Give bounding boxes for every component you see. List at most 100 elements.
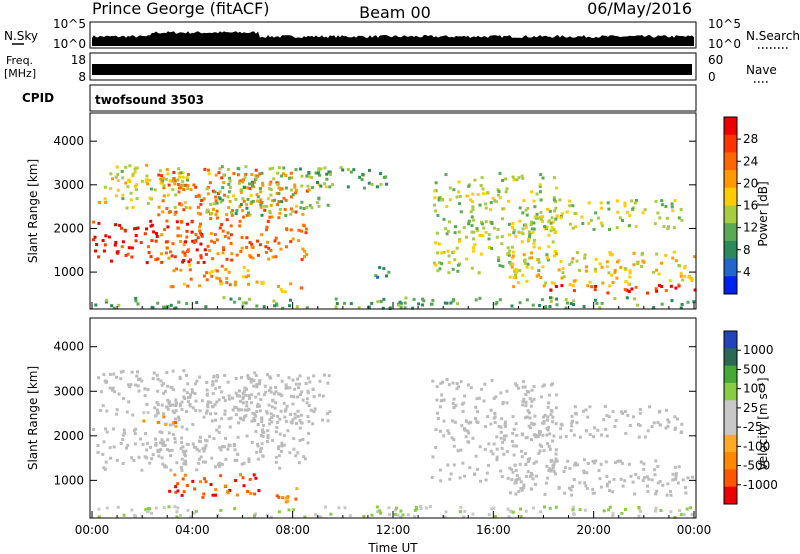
scatter-cell bbox=[387, 270, 391, 274]
scatter-cell bbox=[605, 475, 609, 478]
scatter-cell bbox=[214, 412, 218, 416]
scatter-cell bbox=[530, 473, 534, 477]
scatter-cell bbox=[539, 210, 543, 214]
scatter-cell bbox=[318, 379, 322, 383]
scatter-cell bbox=[514, 273, 517, 277]
scatter-cell bbox=[677, 284, 681, 288]
scatter-cell bbox=[104, 427, 108, 431]
scatter-cell bbox=[507, 199, 511, 203]
scatter-cell bbox=[582, 471, 586, 475]
scatter-cell bbox=[487, 233, 491, 237]
scatter-cell bbox=[180, 436, 184, 440]
scatter-cell bbox=[547, 425, 551, 429]
scatter-cell bbox=[315, 201, 319, 205]
scatter-cell bbox=[161, 178, 165, 182]
scatter-cell bbox=[280, 444, 284, 448]
scatter-cell bbox=[395, 506, 398, 510]
scatter-cell bbox=[335, 302, 339, 306]
scatter-cell bbox=[637, 435, 641, 439]
scatter-cell bbox=[510, 265, 514, 269]
colorbar-segment bbox=[724, 452, 737, 470]
scatter-cell bbox=[103, 467, 107, 471]
scatter-cell bbox=[484, 206, 488, 210]
scatter-cell bbox=[244, 414, 248, 418]
scatter-cell bbox=[157, 213, 161, 217]
scatter-cell bbox=[218, 226, 222, 230]
scatter-cell bbox=[260, 213, 264, 217]
scatter-cell bbox=[531, 230, 535, 234]
scatter-cell bbox=[346, 185, 350, 189]
scatter-cell bbox=[467, 383, 470, 387]
scatter-cell bbox=[326, 203, 330, 207]
scatter-cell bbox=[547, 245, 551, 249]
scatter-cell bbox=[233, 448, 237, 452]
scatter-cell bbox=[375, 185, 379, 189]
scatter-cell bbox=[113, 243, 117, 247]
velocity-colorbar-label: Velocity [m s⁻¹] bbox=[756, 377, 770, 470]
scatter-cell bbox=[670, 202, 674, 206]
scatter-cell bbox=[307, 404, 311, 407]
scatter-cell bbox=[592, 435, 595, 439]
scatter-cell bbox=[245, 275, 248, 279]
scatter-cell bbox=[605, 260, 609, 264]
scatter-cell bbox=[282, 443, 286, 447]
scatter-cell bbox=[127, 400, 131, 404]
cpid-program: twofsound 3503 bbox=[95, 93, 204, 107]
scatter-cell bbox=[538, 215, 542, 219]
scatter-cell bbox=[241, 209, 245, 213]
scatter-cell bbox=[459, 448, 463, 452]
colorbar-tick-label: 100 bbox=[743, 382, 766, 396]
scatter-cell bbox=[611, 514, 615, 518]
scatter-cell bbox=[219, 448, 223, 452]
scatter-cell bbox=[277, 392, 281, 396]
scatter-cell bbox=[154, 437, 157, 441]
scatter-cell bbox=[97, 255, 101, 259]
scatter-cell bbox=[124, 181, 128, 185]
scatter-cell bbox=[680, 218, 684, 222]
scatter-cell bbox=[442, 434, 446, 438]
scatter-cell bbox=[669, 493, 673, 497]
scatter-cell bbox=[486, 191, 490, 195]
scatter-cell bbox=[370, 183, 374, 186]
scatter-cell bbox=[93, 235, 97, 239]
scatter-cell bbox=[606, 291, 610, 295]
scatter-cell bbox=[549, 229, 553, 233]
scatter-cell bbox=[452, 438, 456, 442]
scatter-cell bbox=[152, 371, 156, 375]
scatter-cell bbox=[138, 377, 142, 381]
scatter-cell bbox=[519, 507, 522, 511]
scatter-cell bbox=[555, 186, 559, 190]
scatter-cell bbox=[568, 467, 572, 470]
scatter-cell bbox=[299, 286, 303, 290]
scatter-cell bbox=[257, 489, 261, 493]
scatter-cell bbox=[482, 399, 486, 403]
scatter-cell bbox=[121, 462, 125, 465]
velocity-heatmap bbox=[92, 369, 695, 519]
scatter-cell bbox=[203, 446, 207, 450]
scatter-cell bbox=[280, 394, 284, 398]
scatter-cell bbox=[554, 505, 558, 509]
scatter-cell bbox=[376, 275, 380, 279]
scatter-cell bbox=[552, 196, 556, 200]
scatter-cell bbox=[370, 513, 374, 517]
scatter-cell bbox=[145, 403, 149, 406]
scatter-cell bbox=[269, 515, 273, 519]
scatter-cell bbox=[169, 285, 173, 289]
scatter-cell bbox=[469, 386, 473, 390]
scatter-cell bbox=[583, 508, 587, 512]
scatter-cell bbox=[532, 227, 536, 231]
scatter-cell bbox=[242, 185, 246, 189]
scatter-cell bbox=[261, 181, 264, 185]
scatter-cell bbox=[584, 484, 588, 488]
freq-left-tick-bottom: 8 bbox=[78, 70, 86, 84]
scatter-cell bbox=[291, 193, 295, 197]
scatter-cell bbox=[303, 249, 307, 253]
scatter-cell bbox=[525, 265, 529, 269]
scatter-cell bbox=[219, 282, 223, 286]
scatter-cell bbox=[169, 468, 173, 472]
scatter-cell bbox=[181, 184, 185, 188]
scatter-cell bbox=[229, 242, 233, 245]
scatter-cell bbox=[172, 411, 176, 415]
scatter-cell bbox=[599, 201, 603, 205]
scatter-cell bbox=[150, 511, 153, 515]
